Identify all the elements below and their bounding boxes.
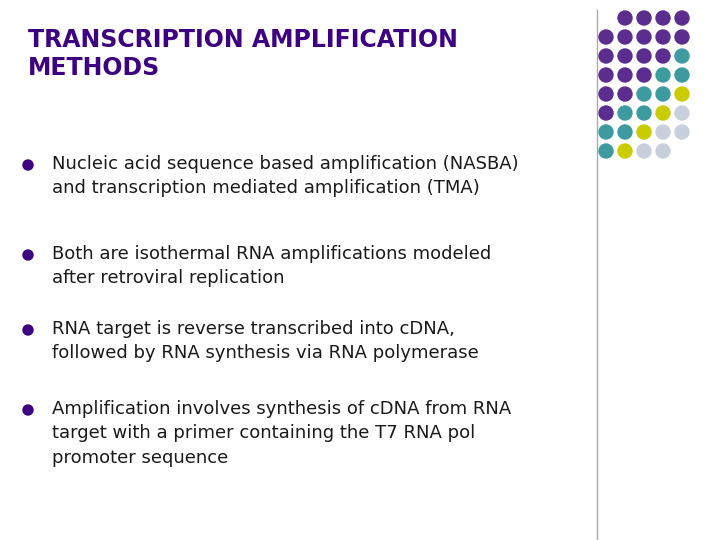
Circle shape <box>618 30 632 44</box>
Circle shape <box>675 30 689 44</box>
Circle shape <box>656 30 670 44</box>
Circle shape <box>23 160 33 170</box>
Circle shape <box>618 125 632 139</box>
Circle shape <box>637 144 651 158</box>
Circle shape <box>23 325 33 335</box>
Circle shape <box>637 49 651 63</box>
Circle shape <box>618 11 632 25</box>
Text: TRANSCRIPTION AMPLIFICATION
METHODS: TRANSCRIPTION AMPLIFICATION METHODS <box>28 28 458 80</box>
Text: Both are isothermal RNA amplifications modeled
after retroviral replication: Both are isothermal RNA amplifications m… <box>52 245 491 287</box>
Circle shape <box>599 106 613 120</box>
Circle shape <box>637 106 651 120</box>
Circle shape <box>618 144 632 158</box>
Circle shape <box>675 11 689 25</box>
Circle shape <box>675 106 689 120</box>
Circle shape <box>637 125 651 139</box>
Circle shape <box>637 30 651 44</box>
Circle shape <box>599 144 613 158</box>
Circle shape <box>599 125 613 139</box>
Circle shape <box>637 68 651 82</box>
Circle shape <box>656 87 670 101</box>
Circle shape <box>618 87 632 101</box>
Circle shape <box>618 106 632 120</box>
Circle shape <box>599 30 613 44</box>
Circle shape <box>618 49 632 63</box>
Text: Nucleic acid sequence based amplification (NASBA)
and transcription mediated amp: Nucleic acid sequence based amplificatio… <box>52 155 518 197</box>
Circle shape <box>618 68 632 82</box>
Circle shape <box>656 125 670 139</box>
Text: Amplification involves synthesis of cDNA from RNA
target with a primer containin: Amplification involves synthesis of cDNA… <box>52 400 511 467</box>
Circle shape <box>599 49 613 63</box>
Circle shape <box>656 68 670 82</box>
Circle shape <box>675 49 689 63</box>
Circle shape <box>656 106 670 120</box>
Circle shape <box>675 87 689 101</box>
Text: RNA target is reverse transcribed into cDNA,
followed by RNA synthesis via RNA p: RNA target is reverse transcribed into c… <box>52 320 479 362</box>
Circle shape <box>675 125 689 139</box>
Circle shape <box>656 11 670 25</box>
Circle shape <box>23 250 33 260</box>
Circle shape <box>599 87 613 101</box>
Circle shape <box>23 405 33 415</box>
Circle shape <box>675 68 689 82</box>
Circle shape <box>656 144 670 158</box>
Circle shape <box>637 11 651 25</box>
Circle shape <box>599 68 613 82</box>
Circle shape <box>637 87 651 101</box>
Circle shape <box>656 49 670 63</box>
